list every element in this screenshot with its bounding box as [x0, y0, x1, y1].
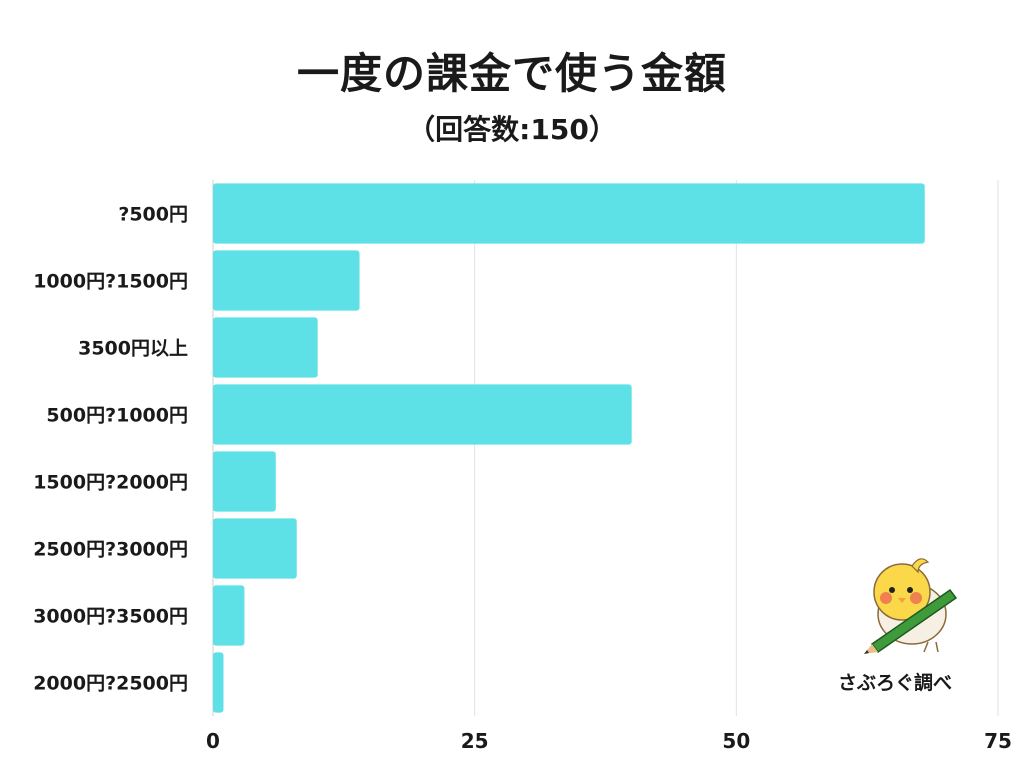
x-tick-label: 50: [722, 729, 750, 753]
x-tick-label: 75: [984, 729, 1012, 753]
y-category-label: 1500円?2000円: [33, 472, 188, 494]
bird-mascot-icon: [864, 558, 958, 654]
bar: [213, 585, 245, 646]
y-category-label: 2500円?3000円: [33, 539, 188, 561]
credit-text: さぶろぐ調べ: [838, 672, 953, 694]
x-tick-label: 25: [461, 729, 489, 753]
bar: [213, 384, 632, 445]
y-category-label: 2000円?2500円: [33, 673, 188, 695]
y-category-label: ?500円: [118, 204, 188, 226]
chart-title: 一度の課金で使う金額: [296, 49, 727, 98]
y-category-label: 3000円?3500円: [33, 606, 188, 628]
bar: [213, 451, 276, 512]
bar: [213, 518, 297, 579]
y-category-label: 1000円?1500円: [33, 271, 188, 293]
y-category-label: 500円?1000円: [46, 405, 188, 427]
bar: [213, 652, 224, 713]
bar: [213, 250, 360, 311]
y-category-label: 3500円以上: [78, 338, 188, 360]
chart-subtitle: （回答数:150）: [407, 113, 617, 146]
bar: [213, 183, 925, 244]
bar: [213, 317, 318, 378]
x-tick-label: 0: [206, 729, 220, 753]
